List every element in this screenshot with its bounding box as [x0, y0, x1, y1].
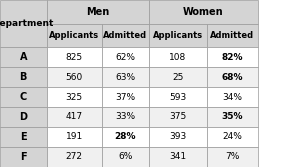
Bar — [102, 67, 148, 87]
Text: 82%: 82% — [222, 53, 243, 62]
Text: 37%: 37% — [115, 93, 135, 102]
Bar — [148, 67, 207, 87]
Text: 108: 108 — [169, 53, 186, 62]
Bar — [148, 147, 207, 167]
Text: 191: 191 — [66, 132, 83, 141]
Text: 375: 375 — [169, 113, 186, 121]
Text: Applicants: Applicants — [49, 31, 99, 40]
Text: 33%: 33% — [115, 113, 135, 121]
Text: 62%: 62% — [115, 53, 135, 62]
Bar — [0, 107, 46, 127]
Text: 325: 325 — [66, 93, 83, 102]
Text: 417: 417 — [66, 113, 83, 121]
Text: Admitted: Admitted — [103, 31, 147, 40]
Text: 68%: 68% — [222, 73, 243, 82]
Bar — [102, 127, 148, 147]
Text: 28%: 28% — [115, 132, 136, 141]
Bar — [148, 24, 207, 47]
Bar — [0, 67, 46, 87]
Bar — [46, 127, 102, 147]
Bar — [102, 147, 148, 167]
Bar — [102, 107, 148, 127]
Text: E: E — [20, 132, 27, 142]
Bar — [207, 24, 258, 47]
Bar — [0, 47, 46, 67]
Text: Admitted: Admitted — [210, 31, 255, 40]
Bar — [46, 24, 102, 47]
Text: 25: 25 — [172, 73, 183, 82]
Bar — [46, 107, 102, 127]
Text: 34%: 34% — [223, 93, 242, 102]
Bar — [0, 127, 46, 147]
Bar — [148, 127, 207, 147]
Bar — [207, 147, 258, 167]
Bar — [46, 47, 102, 67]
Text: Women: Women — [183, 7, 224, 17]
Bar — [102, 24, 148, 47]
Bar — [207, 47, 258, 67]
Text: 560: 560 — [66, 73, 83, 82]
Bar — [207, 127, 258, 147]
Text: 35%: 35% — [222, 113, 243, 121]
Bar — [102, 87, 148, 107]
Text: 6%: 6% — [118, 152, 132, 161]
Text: 341: 341 — [169, 152, 186, 161]
Text: C: C — [20, 92, 27, 102]
Bar — [207, 107, 258, 127]
Text: Applicants: Applicants — [153, 31, 203, 40]
Text: 7%: 7% — [225, 152, 240, 161]
Text: A: A — [20, 52, 27, 62]
Text: Men: Men — [86, 7, 109, 17]
Bar — [148, 0, 258, 24]
Text: 593: 593 — [169, 93, 186, 102]
Bar — [0, 87, 46, 107]
Bar — [148, 47, 207, 67]
Bar — [46, 87, 102, 107]
Bar — [0, 0, 46, 47]
Text: 24%: 24% — [223, 132, 242, 141]
Bar — [148, 87, 207, 107]
Bar — [46, 147, 102, 167]
Bar — [46, 0, 148, 24]
Bar — [207, 87, 258, 107]
Bar — [102, 47, 148, 67]
Bar — [148, 107, 207, 127]
Text: Department: Department — [0, 19, 54, 28]
Bar — [0, 147, 46, 167]
Text: 272: 272 — [66, 152, 83, 161]
Text: B: B — [20, 72, 27, 82]
Text: 63%: 63% — [115, 73, 135, 82]
Bar — [46, 67, 102, 87]
Bar — [207, 67, 258, 87]
Text: D: D — [19, 112, 27, 122]
Text: 393: 393 — [169, 132, 186, 141]
Text: F: F — [20, 152, 27, 162]
Text: 825: 825 — [66, 53, 83, 62]
